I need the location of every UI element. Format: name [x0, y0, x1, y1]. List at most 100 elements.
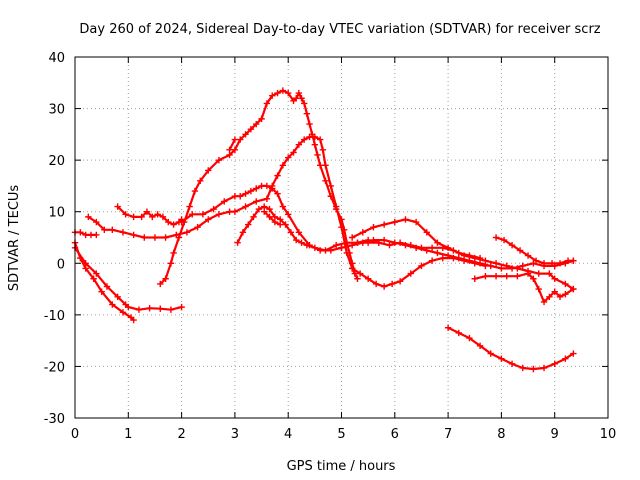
data-point — [548, 260, 556, 267]
data-point — [167, 260, 175, 267]
data-point — [114, 293, 121, 301]
data-point — [242, 190, 249, 197]
data-point — [300, 100, 308, 107]
data-point — [450, 247, 457, 254]
series-line — [340, 239, 575, 270]
data-point — [226, 146, 233, 154]
data-point — [476, 342, 484, 349]
data-point — [380, 283, 388, 290]
data-point — [287, 229, 295, 236]
data-point — [266, 213, 273, 221]
data-point — [170, 221, 177, 228]
data-point — [482, 257, 489, 264]
data-point — [418, 262, 425, 270]
y-tick-label: -20 — [44, 360, 65, 375]
data-point — [234, 239, 241, 246]
data-point — [183, 229, 191, 236]
data-point — [247, 126, 255, 133]
data-point — [277, 221, 284, 228]
data-point — [439, 244, 446, 252]
data-point — [514, 272, 521, 280]
data-point — [407, 242, 414, 249]
x-tick-label: 1 — [124, 427, 132, 442]
data-point — [274, 190, 281, 197]
data-point — [151, 234, 159, 241]
x-axis-label: GPS time / hours — [287, 459, 396, 474]
data-point — [253, 198, 260, 205]
data-point — [269, 92, 276, 99]
data-point — [546, 293, 553, 301]
series-track-5 — [114, 203, 185, 228]
series-track-3 — [71, 229, 100, 239]
data-point — [519, 262, 526, 270]
data-point — [407, 270, 414, 277]
data-point — [428, 244, 436, 252]
data-point — [516, 247, 524, 254]
data-point — [274, 172, 281, 179]
data-point — [322, 177, 329, 184]
data-point — [250, 213, 257, 221]
data-point — [231, 208, 239, 215]
data-point — [308, 131, 316, 138]
series-track-11 — [338, 236, 577, 272]
data-point — [90, 275, 97, 282]
data-point — [455, 329, 462, 337]
data-point — [247, 187, 255, 195]
data-point — [285, 89, 292, 97]
data-point — [314, 151, 321, 159]
data-point — [524, 270, 532, 277]
data-point — [354, 239, 361, 246]
series-track-4 — [85, 133, 361, 282]
series-line — [356, 239, 575, 291]
data-point — [332, 242, 340, 249]
y-tick-label: 30 — [48, 103, 65, 118]
data-point — [508, 242, 516, 249]
data-point — [146, 304, 153, 312]
series-track-2 — [71, 244, 185, 313]
data-point — [556, 293, 564, 301]
data-point — [85, 213, 92, 221]
data-point — [530, 275, 537, 282]
data-point — [380, 221, 388, 228]
series-track-7 — [178, 182, 345, 254]
data-point — [290, 149, 297, 156]
data-point — [482, 272, 489, 280]
y-tick-label: 40 — [48, 51, 65, 66]
data-point — [167, 306, 175, 313]
series-track-15 — [444, 324, 577, 373]
data-point — [109, 226, 116, 233]
data-point — [492, 272, 500, 280]
data-point — [380, 236, 388, 244]
data-point — [343, 239, 351, 246]
data-point — [327, 193, 335, 200]
data-point — [199, 211, 207, 218]
data-point — [316, 162, 324, 169]
y-tick-label: 20 — [48, 154, 65, 169]
data-point — [386, 242, 393, 249]
data-point — [319, 146, 327, 154]
data-point — [439, 254, 446, 262]
data-point — [82, 260, 89, 267]
data-point — [556, 260, 564, 267]
data-point — [340, 226, 348, 233]
data-point — [348, 265, 356, 272]
data-point — [316, 136, 324, 143]
data-point — [298, 95, 305, 102]
data-point — [253, 185, 260, 192]
data-point — [570, 350, 577, 357]
data-point — [306, 120, 313, 128]
data-point — [535, 285, 542, 293]
y-tick-label: 0 — [57, 257, 65, 272]
data-point — [519, 364, 526, 372]
data-point — [109, 301, 116, 308]
data-point — [514, 265, 521, 272]
data-point — [532, 257, 540, 264]
data-point — [143, 208, 151, 215]
data-point — [162, 275, 169, 282]
data-point — [551, 360, 558, 368]
data-point — [540, 260, 548, 267]
series-line — [473, 272, 575, 304]
data-point — [570, 285, 577, 293]
data-point — [242, 203, 249, 210]
data-point — [263, 195, 271, 203]
